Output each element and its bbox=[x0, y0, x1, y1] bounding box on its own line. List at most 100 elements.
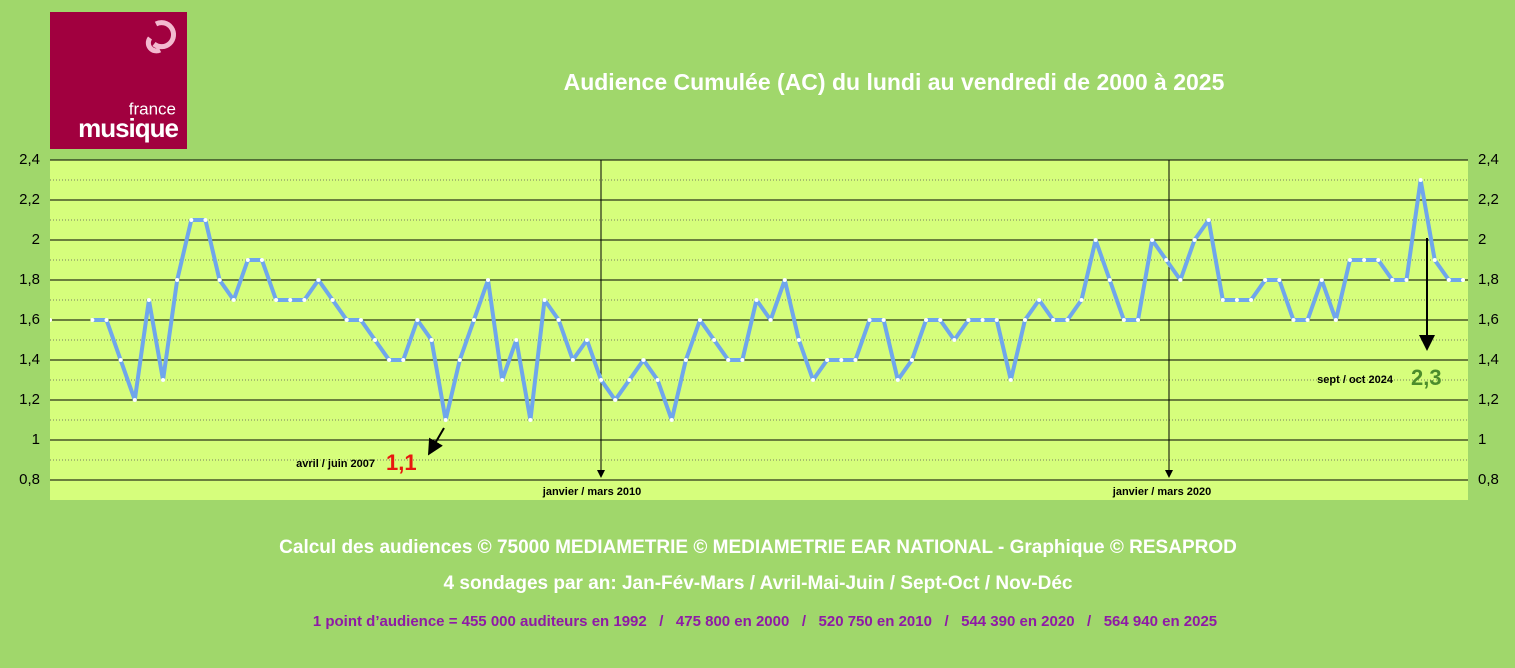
y-tick-label: 1,4 bbox=[19, 351, 40, 368]
chart-title: Audience Cumulée (AC) du lundi au vendre… bbox=[564, 69, 1225, 95]
point bbox=[175, 278, 180, 282]
point bbox=[1206, 218, 1211, 222]
point bbox=[966, 318, 971, 322]
point bbox=[1079, 298, 1084, 302]
point bbox=[938, 318, 943, 322]
point bbox=[1192, 238, 1197, 242]
point bbox=[1037, 298, 1042, 302]
point bbox=[358, 318, 363, 322]
point bbox=[556, 318, 561, 322]
y-tick-label: 2,2 bbox=[19, 191, 40, 208]
point bbox=[274, 298, 279, 302]
y-tick-label: 2 bbox=[32, 231, 40, 248]
y2-tick-label: 1,4 bbox=[1478, 351, 1499, 368]
point bbox=[217, 278, 222, 282]
footer: 4 sondages par an: Jan-Fév-Mars / Avril-… bbox=[444, 573, 1073, 594]
point bbox=[584, 338, 589, 342]
y2-tick-label: 2 bbox=[1478, 231, 1486, 248]
y2-tick-label: 0,8 bbox=[1478, 471, 1499, 488]
point bbox=[259, 258, 264, 262]
point bbox=[839, 358, 844, 362]
point bbox=[655, 378, 660, 382]
point bbox=[952, 338, 957, 342]
annotation-value: 2,3 bbox=[1411, 365, 1442, 390]
point bbox=[457, 358, 462, 362]
point bbox=[415, 318, 420, 322]
point bbox=[50, 318, 52, 322]
point bbox=[627, 378, 632, 382]
point bbox=[1347, 258, 1352, 262]
point bbox=[1390, 278, 1395, 282]
y-tick-label: 2,4 bbox=[19, 151, 40, 168]
point bbox=[1150, 238, 1155, 242]
point bbox=[1051, 318, 1056, 322]
point bbox=[288, 298, 293, 302]
point bbox=[683, 358, 688, 362]
y2-tick-label: 1,6 bbox=[1478, 311, 1499, 328]
point bbox=[372, 338, 377, 342]
annotation: janvier / mars 2020 bbox=[1112, 486, 1211, 498]
annotation: sept / oct 2024 bbox=[1317, 374, 1394, 386]
point bbox=[1362, 258, 1367, 262]
point bbox=[344, 318, 349, 322]
point bbox=[1263, 278, 1268, 282]
point bbox=[726, 358, 731, 362]
point bbox=[1164, 258, 1169, 262]
point bbox=[712, 338, 717, 342]
point bbox=[641, 358, 646, 362]
point bbox=[514, 338, 519, 342]
point bbox=[768, 318, 773, 322]
point bbox=[1404, 278, 1409, 282]
annotation: avril / juin 2007 bbox=[296, 458, 375, 470]
point bbox=[1446, 278, 1451, 282]
point bbox=[429, 338, 434, 342]
point bbox=[1022, 318, 1027, 322]
logo-text: france bbox=[129, 99, 176, 118]
point bbox=[570, 358, 575, 362]
point bbox=[1461, 278, 1465, 282]
point bbox=[1376, 258, 1381, 262]
annotation-value: 1,1 bbox=[386, 450, 417, 475]
point bbox=[387, 358, 392, 362]
y-tick-label: 1 bbox=[32, 431, 40, 448]
point bbox=[1291, 318, 1296, 322]
point bbox=[1107, 278, 1112, 282]
point bbox=[528, 418, 533, 422]
point bbox=[1136, 318, 1141, 322]
point bbox=[811, 378, 816, 382]
plot-area bbox=[50, 160, 1468, 500]
point bbox=[1418, 178, 1423, 182]
point bbox=[881, 318, 886, 322]
point bbox=[697, 318, 702, 322]
point bbox=[1093, 238, 1098, 242]
y-tick-label: 1,6 bbox=[19, 311, 40, 328]
point bbox=[796, 338, 801, 342]
point bbox=[203, 218, 208, 222]
point bbox=[1319, 278, 1324, 282]
point bbox=[1333, 318, 1338, 322]
point bbox=[118, 358, 123, 362]
point bbox=[146, 298, 151, 302]
point bbox=[1432, 258, 1437, 262]
point bbox=[189, 218, 194, 222]
point bbox=[1065, 318, 1070, 322]
point bbox=[1121, 318, 1126, 322]
point bbox=[825, 358, 830, 362]
point bbox=[853, 358, 858, 362]
y2-tick-label: 1,2 bbox=[1478, 391, 1499, 408]
point bbox=[161, 378, 166, 382]
point bbox=[613, 398, 618, 402]
footer: Calcul des audiences © 75000 MEDIAMETRIE… bbox=[279, 537, 1237, 558]
point bbox=[994, 318, 999, 322]
point bbox=[599, 378, 604, 382]
point bbox=[1220, 298, 1225, 302]
footer-note: 1 point d’audience = 455 000 auditeurs e… bbox=[313, 613, 1217, 630]
point bbox=[302, 298, 307, 302]
point bbox=[471, 318, 476, 322]
point bbox=[90, 318, 95, 322]
point bbox=[924, 318, 929, 322]
point bbox=[231, 298, 236, 302]
point bbox=[132, 398, 137, 402]
point bbox=[1249, 298, 1254, 302]
